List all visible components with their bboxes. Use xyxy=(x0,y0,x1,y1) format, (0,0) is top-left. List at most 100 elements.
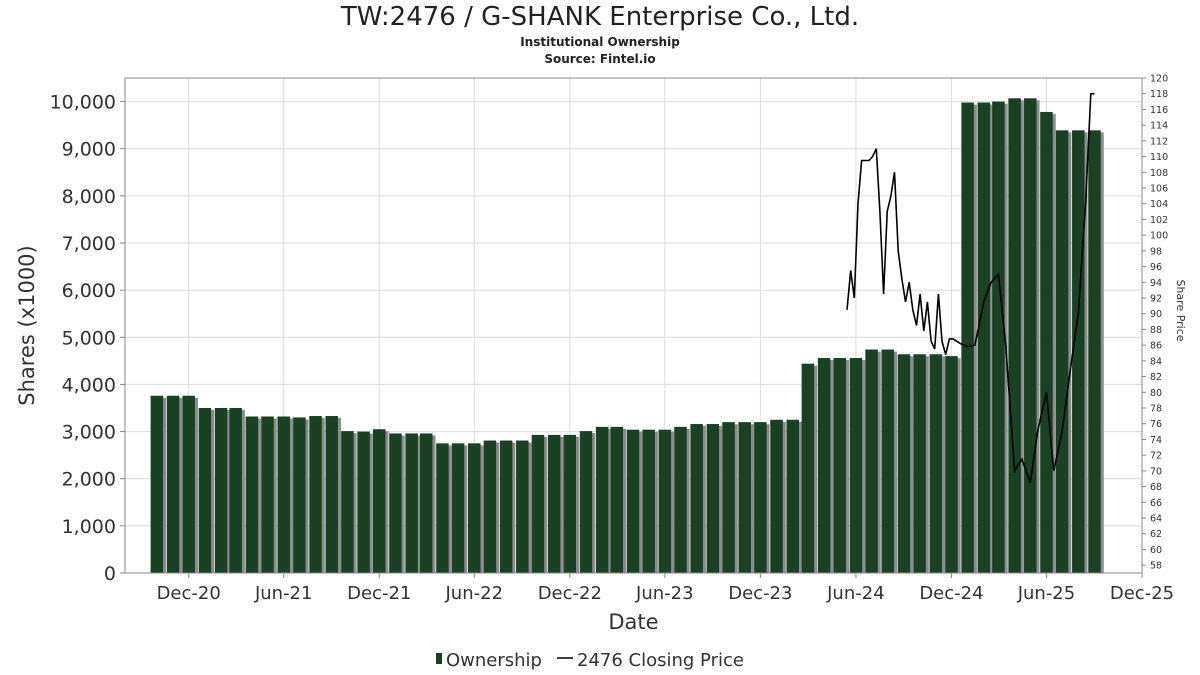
bar xyxy=(341,431,354,573)
bar xyxy=(770,419,783,573)
legend: Ownership 2476 Closing Price xyxy=(436,650,744,671)
y-tick-label: 1,000 xyxy=(62,516,116,538)
bar xyxy=(1072,130,1085,574)
y2-tick-label: 100 xyxy=(1150,231,1168,242)
x-tick-label: Jun-22 xyxy=(445,583,504,604)
bar xyxy=(642,429,655,573)
bar xyxy=(722,422,735,573)
bar xyxy=(198,408,212,573)
y-tick-label: 7,000 xyxy=(62,233,116,255)
bar xyxy=(674,426,687,573)
y2-tick-label: 82 xyxy=(1150,372,1162,383)
bar xyxy=(610,426,624,573)
bar xyxy=(849,358,863,573)
bar xyxy=(897,354,911,573)
axis-layer: 0 1,000 2,000 3,000 4,000 5,000 6,000 7,000 8,00… xyxy=(50,74,1175,605)
bar xyxy=(833,358,846,573)
y2-tick-label: 116 xyxy=(1150,105,1168,116)
y2-tick-label: 112 xyxy=(1150,136,1168,147)
bar xyxy=(483,440,497,573)
bar xyxy=(405,433,418,573)
chart-title: TW:2476 / G-SHANK Enterprise Co., Ltd. xyxy=(340,2,860,32)
bar xyxy=(658,429,672,573)
bar xyxy=(309,416,322,573)
bar xyxy=(738,422,751,573)
bar xyxy=(277,416,290,573)
bar xyxy=(451,443,465,573)
bar xyxy=(1055,130,1069,574)
plot-frame xyxy=(124,77,1143,574)
y2-tick-label: 60 xyxy=(1150,545,1162,556)
x-tick-label: Dec-22 xyxy=(538,583,602,604)
x-tick-label: Dec-21 xyxy=(347,583,411,604)
y2-tick-label: 102 xyxy=(1150,215,1168,226)
bar xyxy=(1088,130,1101,574)
y2-tick-label: 58 xyxy=(1150,561,1162,572)
bar xyxy=(595,426,609,573)
bar xyxy=(754,422,767,573)
x-axis-label: Date xyxy=(608,610,658,634)
y2-tick-label: 120 xyxy=(1150,74,1168,85)
y2-tick-label: 72 xyxy=(1150,451,1162,462)
bar xyxy=(1008,98,1021,574)
bar xyxy=(817,358,831,573)
legend-ownership-swatch xyxy=(436,653,442,664)
y-tick-label: 3,000 xyxy=(62,422,116,444)
bar xyxy=(373,429,386,573)
bar xyxy=(626,429,640,573)
y-tick-label: 2,000 xyxy=(62,469,116,491)
y2-tick-label: 104 xyxy=(1150,199,1168,210)
y2-tick-label: 88 xyxy=(1150,325,1162,336)
y-tick-label: 4,000 xyxy=(62,374,116,396)
bar xyxy=(182,395,195,573)
x-tick-label: Dec-23 xyxy=(728,583,792,604)
x-tick-label: Dec-24 xyxy=(919,583,983,604)
y-tick-label: 5,000 xyxy=(62,327,116,349)
y2-tick-label: 64 xyxy=(1150,514,1162,525)
bar xyxy=(1024,98,1037,574)
bar xyxy=(214,408,228,573)
price-line xyxy=(846,92,1095,483)
x-tick-label: Dec-20 xyxy=(157,583,221,604)
y-tick-label: 8,000 xyxy=(62,186,116,208)
bar xyxy=(468,443,481,573)
price-line-layer xyxy=(846,92,1095,483)
y2-tick-label: 74 xyxy=(1150,435,1162,446)
bar xyxy=(293,417,306,573)
y2-tick-label: 114 xyxy=(1150,121,1168,132)
bar xyxy=(786,419,799,573)
x-tick-label: Jun-23 xyxy=(635,583,694,604)
y-tick-label: 9,000 xyxy=(62,139,116,161)
bar xyxy=(913,354,926,573)
bar xyxy=(547,434,561,573)
y2-tick-label: 76 xyxy=(1150,419,1162,430)
chart-subtitle: Institutional Ownership xyxy=(520,35,680,49)
y2-tick-label: 84 xyxy=(1150,356,1162,367)
bar xyxy=(419,433,433,573)
bar xyxy=(499,440,513,573)
bar xyxy=(865,349,878,573)
bar xyxy=(389,433,402,573)
y2-tick-label: 80 xyxy=(1150,388,1162,399)
x-tick-label: Jun-21 xyxy=(254,583,313,604)
bar xyxy=(690,424,703,573)
bar xyxy=(436,443,449,573)
bar xyxy=(229,408,242,573)
bar xyxy=(881,349,894,573)
bar xyxy=(1040,111,1053,573)
bar xyxy=(325,416,338,573)
y2-tick-label: 96 xyxy=(1150,262,1162,273)
bar xyxy=(977,102,991,573)
bar xyxy=(961,102,974,573)
bar xyxy=(563,434,577,573)
bar xyxy=(150,395,164,573)
y2-tick-label: 66 xyxy=(1150,498,1162,509)
bar xyxy=(261,416,274,573)
bar xyxy=(531,434,545,573)
y2-tick-label: 108 xyxy=(1150,168,1168,179)
y2-tick-label: 110 xyxy=(1150,152,1168,163)
y2-tick-label: 78 xyxy=(1150,404,1162,415)
y-tick-label: 0 xyxy=(104,563,116,585)
x-tick-label: Jun-24 xyxy=(826,583,885,604)
